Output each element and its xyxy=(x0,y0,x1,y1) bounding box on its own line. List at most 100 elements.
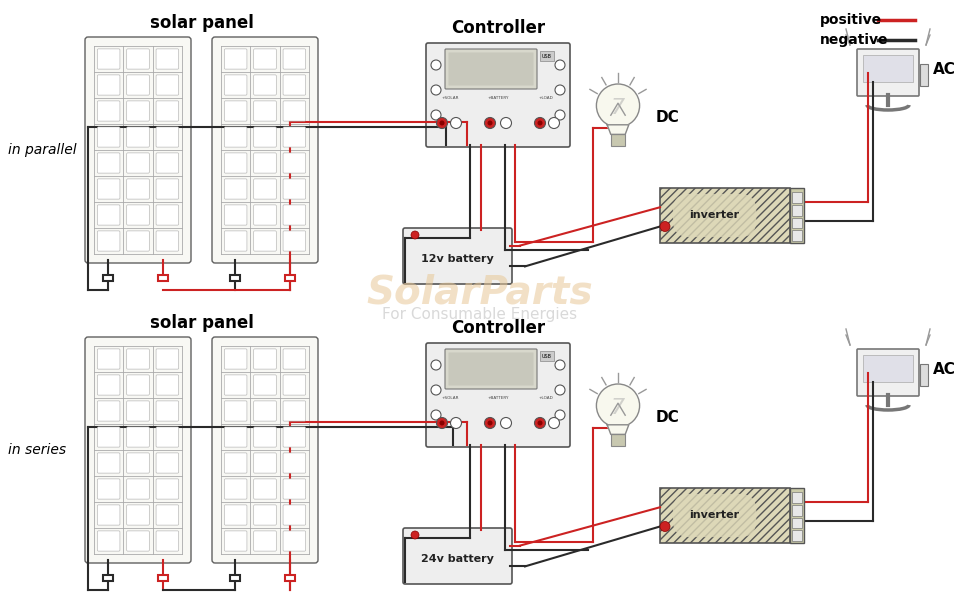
Bar xyxy=(103,575,112,581)
FancyBboxPatch shape xyxy=(224,205,247,225)
FancyBboxPatch shape xyxy=(156,505,178,525)
Text: 7: 7 xyxy=(610,398,624,418)
FancyBboxPatch shape xyxy=(156,205,178,225)
Circle shape xyxy=(596,384,639,427)
Circle shape xyxy=(450,118,461,128)
Polygon shape xyxy=(607,125,628,134)
FancyBboxPatch shape xyxy=(156,49,178,69)
Circle shape xyxy=(487,121,492,125)
FancyBboxPatch shape xyxy=(283,479,305,499)
Bar xyxy=(919,64,927,86)
FancyBboxPatch shape xyxy=(156,349,178,369)
FancyBboxPatch shape xyxy=(97,401,120,421)
Circle shape xyxy=(547,418,559,428)
Circle shape xyxy=(537,121,542,125)
Text: AC: AC xyxy=(932,62,954,77)
FancyBboxPatch shape xyxy=(254,179,276,199)
FancyBboxPatch shape xyxy=(224,505,247,525)
FancyBboxPatch shape xyxy=(97,375,120,395)
FancyBboxPatch shape xyxy=(283,49,305,69)
Circle shape xyxy=(554,410,564,420)
Bar xyxy=(791,505,801,515)
Circle shape xyxy=(430,385,441,395)
Bar xyxy=(791,230,801,241)
Circle shape xyxy=(500,118,511,128)
Circle shape xyxy=(450,418,461,428)
Text: 12v battery: 12v battery xyxy=(421,254,493,264)
FancyBboxPatch shape xyxy=(283,205,305,225)
FancyBboxPatch shape xyxy=(97,531,120,551)
FancyBboxPatch shape xyxy=(97,153,120,173)
FancyBboxPatch shape xyxy=(283,101,305,121)
FancyBboxPatch shape xyxy=(97,231,120,251)
Bar xyxy=(791,530,801,541)
FancyBboxPatch shape xyxy=(283,375,305,395)
Text: in series: in series xyxy=(8,443,66,457)
Bar xyxy=(230,575,239,581)
Text: inverter: inverter xyxy=(689,511,739,520)
Circle shape xyxy=(659,221,670,232)
Circle shape xyxy=(411,531,419,539)
FancyBboxPatch shape xyxy=(127,75,149,95)
FancyBboxPatch shape xyxy=(857,349,918,396)
FancyBboxPatch shape xyxy=(254,505,276,525)
Bar xyxy=(540,51,553,61)
Bar xyxy=(789,188,803,243)
FancyBboxPatch shape xyxy=(283,231,305,251)
FancyBboxPatch shape xyxy=(127,479,149,499)
FancyBboxPatch shape xyxy=(254,127,276,147)
FancyBboxPatch shape xyxy=(224,127,247,147)
Text: +SOLAR: +SOLAR xyxy=(441,96,458,100)
FancyBboxPatch shape xyxy=(857,49,918,96)
Text: USB: USB xyxy=(542,53,551,58)
Circle shape xyxy=(484,118,495,128)
Circle shape xyxy=(430,360,441,370)
Circle shape xyxy=(554,60,564,70)
Bar xyxy=(791,517,801,528)
FancyBboxPatch shape xyxy=(127,231,149,251)
FancyBboxPatch shape xyxy=(283,75,305,95)
FancyBboxPatch shape xyxy=(254,479,276,499)
Circle shape xyxy=(659,521,670,532)
FancyBboxPatch shape xyxy=(156,179,178,199)
FancyBboxPatch shape xyxy=(127,531,149,551)
Text: positive: positive xyxy=(819,13,881,27)
Text: SolarParts: SolarParts xyxy=(366,273,593,311)
FancyBboxPatch shape xyxy=(156,127,178,147)
FancyBboxPatch shape xyxy=(97,75,120,95)
FancyBboxPatch shape xyxy=(97,479,120,499)
Bar xyxy=(862,355,912,382)
Text: +LOAD: +LOAD xyxy=(538,396,552,400)
FancyBboxPatch shape xyxy=(156,453,178,473)
FancyBboxPatch shape xyxy=(254,75,276,95)
FancyBboxPatch shape xyxy=(127,101,149,121)
FancyBboxPatch shape xyxy=(224,401,247,421)
FancyBboxPatch shape xyxy=(97,205,120,225)
FancyBboxPatch shape xyxy=(156,101,178,121)
FancyBboxPatch shape xyxy=(156,75,178,95)
FancyBboxPatch shape xyxy=(97,349,120,369)
Bar xyxy=(789,488,803,543)
FancyBboxPatch shape xyxy=(254,531,276,551)
FancyBboxPatch shape xyxy=(212,37,318,263)
FancyBboxPatch shape xyxy=(283,505,305,525)
FancyBboxPatch shape xyxy=(127,179,149,199)
FancyBboxPatch shape xyxy=(156,531,178,551)
FancyBboxPatch shape xyxy=(212,337,318,563)
Text: +BATTERY: +BATTERY xyxy=(486,396,508,400)
Bar xyxy=(862,55,912,82)
FancyBboxPatch shape xyxy=(224,153,247,173)
FancyBboxPatch shape xyxy=(283,153,305,173)
FancyBboxPatch shape xyxy=(254,375,276,395)
Text: 7: 7 xyxy=(610,98,624,118)
Bar xyxy=(659,188,789,243)
FancyBboxPatch shape xyxy=(224,49,247,69)
FancyBboxPatch shape xyxy=(402,528,512,584)
Bar xyxy=(610,134,625,146)
Circle shape xyxy=(500,418,511,428)
FancyBboxPatch shape xyxy=(224,75,247,95)
Bar xyxy=(610,434,625,446)
Circle shape xyxy=(430,410,441,420)
Polygon shape xyxy=(607,425,628,434)
FancyBboxPatch shape xyxy=(127,349,149,369)
